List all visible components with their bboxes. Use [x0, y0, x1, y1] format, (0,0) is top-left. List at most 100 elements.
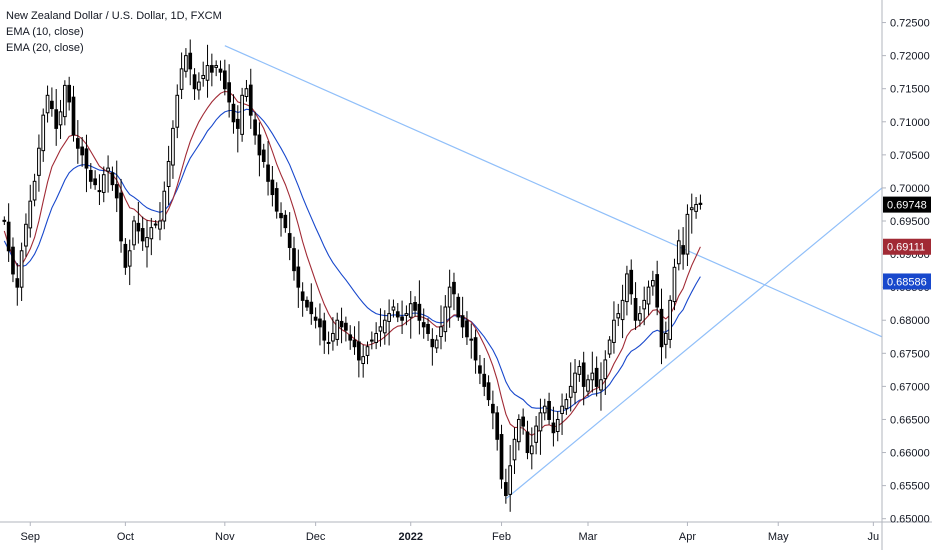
- candle-body: [547, 400, 551, 420]
- candle: [629, 259, 634, 305]
- candle-body: [257, 134, 262, 156]
- candle-body: [344, 322, 348, 331]
- candle: [361, 344, 366, 378]
- candle-body: [75, 138, 80, 149]
- candle: [504, 468, 508, 504]
- time-tick-label: Ju: [868, 531, 880, 543]
- trendline-layer: [224, 45, 883, 500]
- candle: [564, 393, 569, 415]
- candle-body: [162, 190, 167, 222]
- candle: [175, 84, 180, 139]
- candle: [45, 85, 50, 123]
- candle: [205, 44, 210, 98]
- candle-body: [426, 323, 430, 334]
- candle-body: [663, 332, 668, 345]
- candle: [655, 260, 660, 316]
- candle: [231, 94, 236, 134]
- price-badge-bg: [883, 273, 931, 290]
- candle-body: [67, 84, 72, 103]
- candle: [486, 375, 491, 406]
- candle: [32, 173, 37, 207]
- candle: [413, 296, 417, 317]
- candle: [201, 61, 206, 87]
- candles-layer: [2, 39, 703, 512]
- price-tick-label: 0.71000: [890, 117, 930, 129]
- candle: [188, 39, 193, 86]
- ema20-line: [3, 108, 701, 413]
- candle-body: [594, 367, 599, 387]
- candle-body: [599, 379, 603, 391]
- candle-body: [175, 94, 180, 128]
- candle-body: [136, 222, 141, 232]
- candle-body: [408, 303, 413, 318]
- candle-body: [348, 334, 353, 341]
- candle: [24, 213, 28, 257]
- candle: [603, 350, 608, 395]
- candle: [67, 76, 72, 111]
- candle-body: [192, 74, 197, 90]
- candle-body: [71, 96, 76, 136]
- candle-body: [231, 103, 236, 123]
- candle-body: [417, 303, 422, 321]
- candle-body: [244, 88, 249, 98]
- candle-body: [625, 273, 629, 303]
- legend-ema20[interactable]: EMA (20, close): [6, 42, 84, 54]
- candle: [646, 280, 651, 316]
- candle-body: [365, 346, 370, 356]
- candle: [694, 197, 698, 219]
- candle-body: [633, 298, 638, 321]
- candle-body: [391, 306, 396, 311]
- candle-body: [452, 281, 456, 295]
- candle-body: [387, 313, 391, 322]
- candle: [374, 322, 378, 350]
- candle-body: [322, 320, 327, 341]
- candle-body: [110, 172, 115, 186]
- candle-body: [430, 338, 435, 348]
- candle: [387, 299, 391, 346]
- candle: [253, 111, 257, 145]
- candle-body: [283, 214, 288, 229]
- candle-body: [629, 269, 634, 295]
- candle-body: [201, 74, 206, 80]
- candle: [6, 203, 11, 262]
- candle: [525, 420, 530, 460]
- price-tick-label: 0.72500: [890, 18, 930, 30]
- candle-body: [214, 65, 219, 68]
- candle-body: [145, 237, 149, 248]
- candle-body: [153, 223, 158, 226]
- candle: [430, 328, 435, 366]
- candle: [71, 85, 76, 142]
- candle: [101, 166, 106, 203]
- candle: [158, 202, 162, 241]
- candle: [37, 134, 41, 192]
- candle-body: [54, 109, 59, 129]
- price-badge: 0.69748: [883, 196, 931, 213]
- candle: [676, 229, 681, 271]
- candle-body: [309, 301, 314, 315]
- candle: [568, 362, 573, 412]
- candle: [400, 300, 404, 334]
- price-tick-label: 0.65500: [890, 481, 930, 493]
- candle: [391, 299, 396, 318]
- legend-ema10[interactable]: EMA (10, close): [6, 26, 84, 38]
- candle: [192, 68, 197, 100]
- candle-body: [573, 372, 577, 393]
- price-tick-label: 0.67500: [890, 348, 930, 360]
- candle: [651, 270, 655, 296]
- candle: [80, 136, 84, 167]
- candle-body: [11, 246, 15, 275]
- candle-body: [287, 233, 292, 248]
- candle: [560, 393, 564, 435]
- legend-symbol[interactable]: New Zealand Dollar / U.S. Dollar, 1D, FX…: [6, 10, 222, 22]
- price-badge-bg: [883, 238, 931, 255]
- candle: [222, 59, 227, 96]
- price-badge-bg: [883, 196, 931, 213]
- candle-body: [63, 84, 67, 118]
- candle-body: [698, 202, 703, 205]
- candle: [590, 351, 595, 393]
- candle: [270, 165, 275, 207]
- candle: [197, 72, 201, 100]
- candle: [240, 87, 244, 142]
- candle-body: [555, 418, 560, 433]
